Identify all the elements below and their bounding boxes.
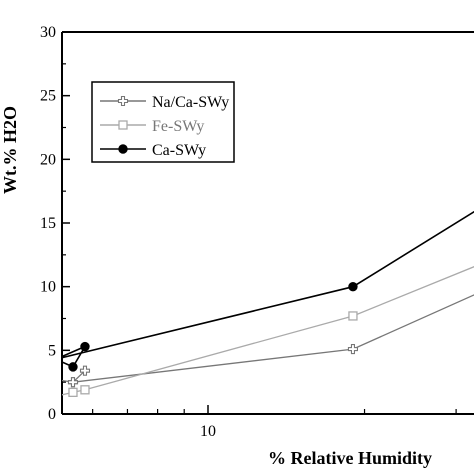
data-point [348,311,358,321]
y-tick-label: 25 [40,88,56,105]
x-axis-title: % Relative Humidity [268,448,432,468]
series-1 [51,294,474,388]
series-layer [51,210,474,400]
data-point [79,365,91,376]
data-point [80,385,90,395]
data-point [348,281,358,292]
data-point [80,341,90,352]
legend-label: Na/Ca-SWy [152,94,229,111]
x-axis-ticks: 10 [92,405,457,440]
y-tick-label: 20 [40,151,56,168]
y-tick-label: 10 [40,279,56,296]
data-point [67,377,79,388]
legend-label: Fe-SWy [152,118,204,135]
legend-marker [118,120,128,130]
y-tick-label: 0 [48,406,56,423]
x-tick-label: 10 [200,423,216,440]
series-3 [62,210,474,372]
data-point [51,375,60,384]
data-point [68,362,78,372]
data-point [52,392,60,400]
y-axis-ticks: 0 5 10 15 20 25 30 [40,24,70,423]
series-line [62,294,474,384]
legend-marker [117,95,129,107]
y-tick-label: 30 [40,24,56,41]
series-line [62,266,474,396]
data-point [68,387,78,398]
legend-marker [118,144,128,154]
y-axis-title: Wt.% H2O [0,106,20,194]
series-line [62,210,474,368]
series-2 [52,266,474,400]
legend: Na/Ca-SWy Fe-SWy Ca-SWy [91,81,235,163]
legend-label: Ca-SWy [152,142,206,159]
y-tick-label: 5 [48,342,56,359]
y-tick-label: 15 [40,215,56,232]
data-point [347,344,359,355]
